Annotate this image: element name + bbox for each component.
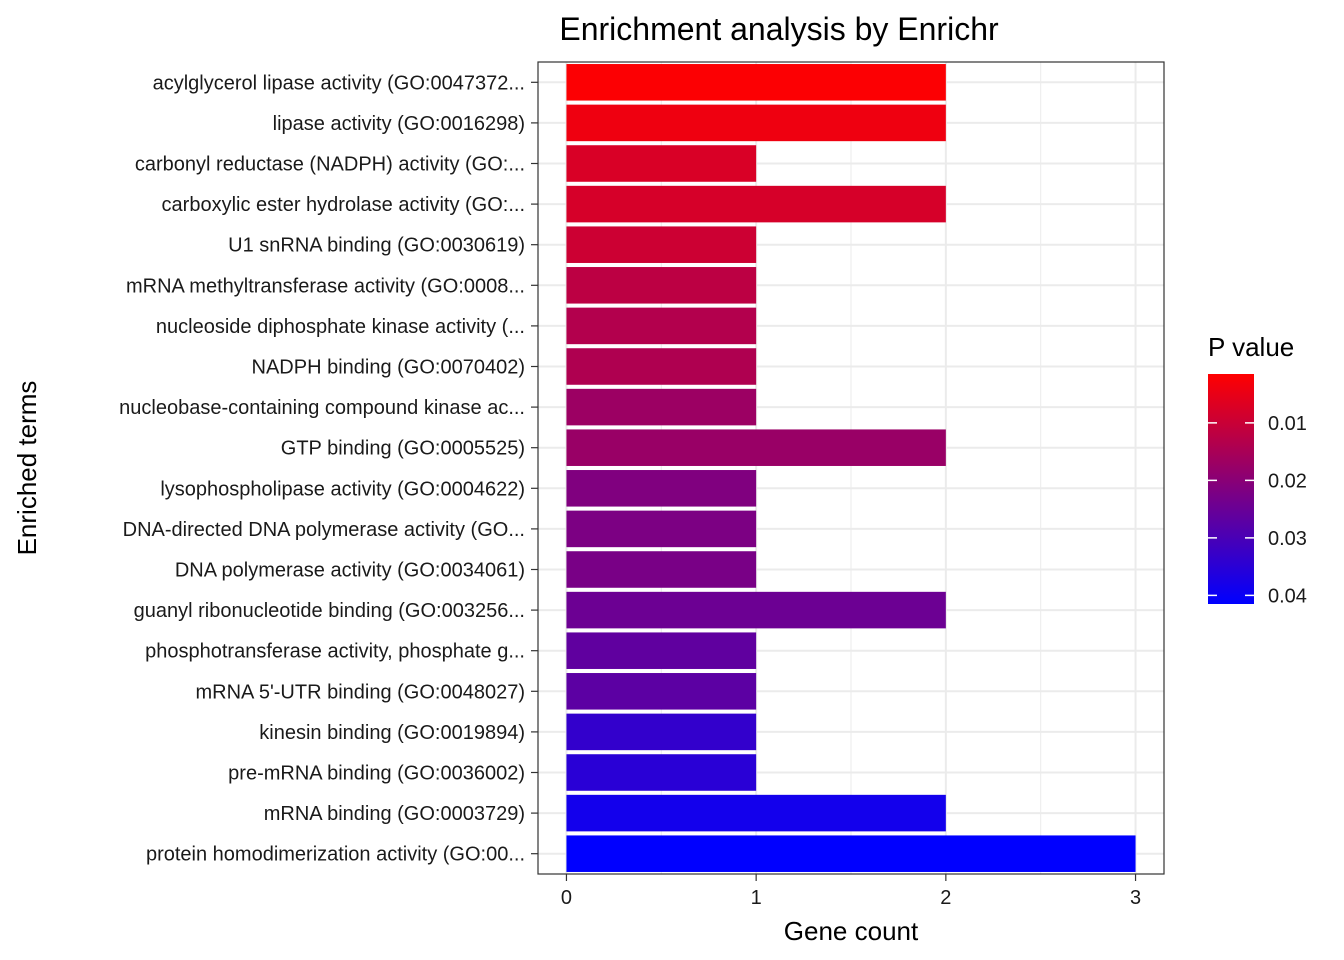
x-axis-title: Gene count xyxy=(784,916,919,946)
x-tick-label: 2 xyxy=(940,887,951,909)
y-tick-label: lysophospholipase activity (GO:0004622) xyxy=(160,478,525,500)
bar xyxy=(566,429,946,466)
y-tick-label: kinesin binding (GO:0019894) xyxy=(259,722,525,744)
y-axis-ticks: acylglycerol lipase activity (GO:0047372… xyxy=(119,72,538,866)
y-tick-label: mRNA binding (GO:0003729) xyxy=(264,803,525,825)
bar xyxy=(566,754,757,791)
bar xyxy=(566,673,757,710)
bar xyxy=(566,510,757,548)
legend-ticks: 0.01 0.02 0.03 0.04 xyxy=(1208,413,1307,607)
bar xyxy=(566,591,946,629)
legend-tick-label: 0.02 xyxy=(1268,470,1307,492)
bar xyxy=(566,145,757,182)
bar xyxy=(566,713,757,751)
y-tick-label: carboxylic ester hydrolase activity (GO:… xyxy=(162,194,525,216)
y-tick-label: NADPH binding (GO:0070402) xyxy=(252,357,525,379)
bar xyxy=(566,632,757,669)
y-tick-label: nucleobase-containing compound kinase ac… xyxy=(119,397,525,419)
chart-title: Enrichment analysis by Enrichr xyxy=(559,11,999,47)
legend-tick-label: 0.03 xyxy=(1268,528,1307,550)
bar xyxy=(566,470,757,507)
y-tick-label: U1 snRNA binding (GO:0030619) xyxy=(228,235,525,257)
bar xyxy=(566,388,757,426)
bar xyxy=(566,185,946,223)
y-tick-label: DNA polymerase activity (GO:0034061) xyxy=(175,560,525,582)
legend-title: P value xyxy=(1208,332,1294,362)
x-axis-ticks: 0 1 2 3 xyxy=(561,874,1141,909)
y-tick-label: mRNA 5'-UTR binding (GO:0048027) xyxy=(195,681,525,703)
y-tick-label: carbonyl reductase (NADPH) activity (GO:… xyxy=(135,154,525,176)
y-tick-label: phosphotransferase activity, phosphate g… xyxy=(145,641,525,663)
legend-colorbar xyxy=(1208,374,1254,604)
legend-tick-label: 0.04 xyxy=(1268,585,1307,607)
y-tick-label: protein homodimerization activity (GO:00… xyxy=(146,844,525,866)
y-tick-label: nucleoside diphosphate kinase activity (… xyxy=(156,316,525,338)
bar xyxy=(566,64,946,101)
plot-border xyxy=(537,61,1165,875)
y-tick-label: GTP binding (GO:0005525) xyxy=(281,438,525,460)
y-axis-title: Enriched terms xyxy=(12,381,42,556)
bar xyxy=(566,104,946,142)
bar xyxy=(566,835,1136,872)
x-tick-label: 0 xyxy=(561,887,572,909)
y-tick-label: acylglycerol lipase activity (GO:0047372… xyxy=(153,72,525,94)
bar xyxy=(566,348,757,385)
bars xyxy=(566,64,1136,872)
y-tick-label: guanyl ribonucleotide binding (GO:003256… xyxy=(134,600,525,622)
legend-tick-label: 0.01 xyxy=(1268,413,1307,435)
y-tick-label: pre-mRNA binding (GO:0036002) xyxy=(228,763,525,785)
bar xyxy=(566,794,946,832)
y-tick-label: lipase activity (GO:0016298) xyxy=(273,113,525,135)
bar xyxy=(566,267,757,304)
bar xyxy=(566,551,757,588)
bar xyxy=(566,307,757,345)
y-tick-label: mRNA methyltransferase activity (GO:0008… xyxy=(126,275,525,297)
x-tick-label: 3 xyxy=(1130,887,1141,909)
bar xyxy=(566,226,757,263)
x-tick-label: 1 xyxy=(751,887,762,909)
y-tick-label: DNA-directed DNA polymerase activity (GO… xyxy=(123,519,525,541)
